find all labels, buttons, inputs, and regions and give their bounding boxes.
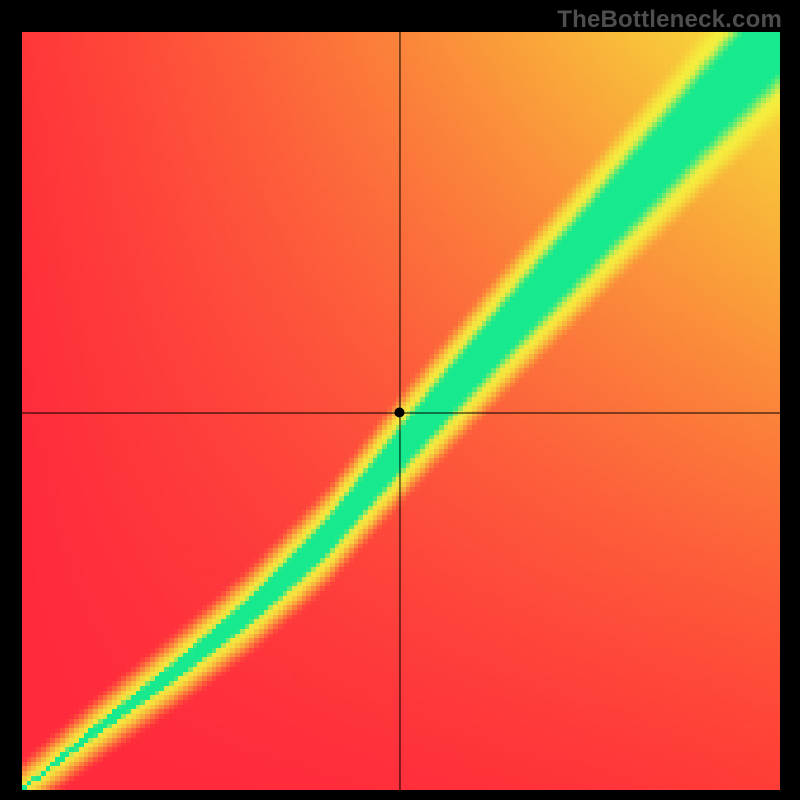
- chart-frame: TheBottleneck.com: [0, 0, 800, 800]
- bottleneck-heatmap: [22, 32, 780, 790]
- watermark-text: TheBottleneck.com: [557, 6, 782, 34]
